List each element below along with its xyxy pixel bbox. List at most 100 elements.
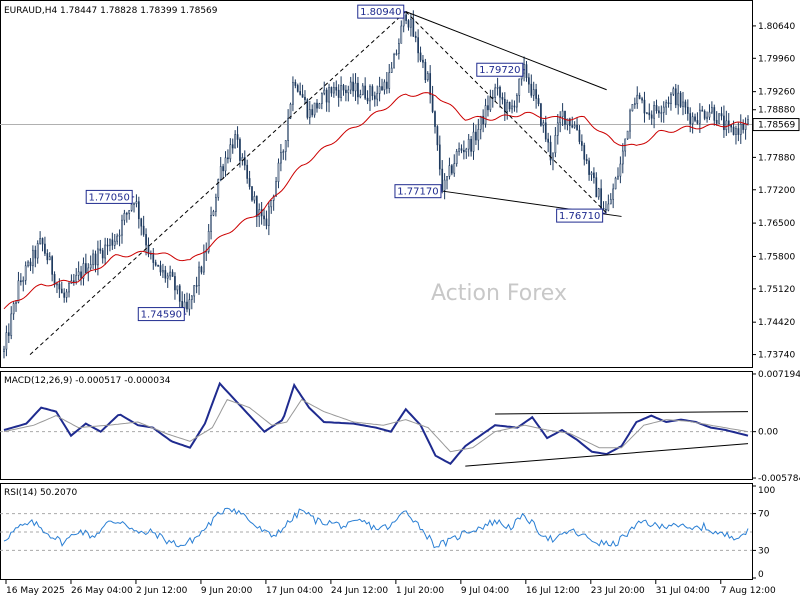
candle-body xyxy=(571,125,574,128)
candle-body xyxy=(674,88,677,106)
candle-body xyxy=(58,283,61,290)
candle-body xyxy=(34,249,37,259)
candle-body xyxy=(708,111,711,118)
candle-body xyxy=(248,178,251,187)
candle-body xyxy=(470,138,472,152)
candle-body xyxy=(653,105,655,119)
candle-body xyxy=(552,152,554,161)
price-candles xyxy=(3,10,749,359)
x-tick-label: 2 Jun 12:00 xyxy=(136,586,188,596)
candle-body xyxy=(200,266,203,273)
candle-body xyxy=(32,249,34,267)
candle-body xyxy=(359,94,362,98)
candle-body xyxy=(713,107,716,121)
candle-body xyxy=(426,73,429,81)
rsi-panel-frame xyxy=(0,483,753,580)
candle-body xyxy=(106,244,109,247)
candle-body xyxy=(463,150,465,153)
candle-body xyxy=(7,332,10,336)
time-x-axis: 16 May 2025 26 May 04:00 2 Jun 12:00 9 Jun … xyxy=(5,580,776,596)
x-tick-label: 17 Jun 04:00 xyxy=(266,586,323,596)
candle-body xyxy=(513,105,516,108)
candle-body xyxy=(711,107,713,113)
candle-body xyxy=(176,285,179,291)
price-panel-frame xyxy=(0,0,753,368)
candle-body xyxy=(568,118,571,126)
candle-body xyxy=(431,94,434,112)
candle-body xyxy=(371,86,374,97)
candle-body xyxy=(564,110,566,125)
macd-line xyxy=(3,381,749,465)
rsi-grid xyxy=(0,513,752,551)
candle-body xyxy=(388,72,391,89)
candle-body xyxy=(345,89,347,94)
candle-body xyxy=(174,276,176,291)
macd-signal-line xyxy=(3,398,749,453)
candle-body xyxy=(600,188,602,209)
watermark: Action Forex xyxy=(431,281,567,306)
candle-body xyxy=(725,120,728,131)
candle-body xyxy=(80,271,82,279)
candle-body xyxy=(373,95,376,100)
macd-y-tick-label: 0.007194 xyxy=(758,370,800,380)
x-tick-label: 1 Jul 20:00 xyxy=(396,586,445,596)
macd-y-tick-label: -0.005784 xyxy=(758,474,800,484)
candle-body xyxy=(496,86,499,89)
candle-body xyxy=(337,89,340,98)
candle-body xyxy=(578,129,581,142)
candle-body xyxy=(540,103,542,126)
candle-body xyxy=(130,204,133,211)
x-tick-label: 26 May 04:00 xyxy=(71,586,133,596)
candle-body xyxy=(210,214,212,232)
candle-body xyxy=(366,97,369,102)
price-y-tick-label: 1.75800 xyxy=(758,252,795,262)
candle-body xyxy=(422,59,424,63)
candle-body xyxy=(443,179,446,191)
candle-body xyxy=(44,243,46,254)
candle-body xyxy=(605,208,607,211)
candle-body xyxy=(308,109,311,118)
rsi-y-tick-label: 0 xyxy=(758,570,764,580)
macd-header: MACD(12,26,9) -0.000517 -0.000034 xyxy=(4,376,171,386)
candle-body xyxy=(667,102,670,105)
candle-body xyxy=(347,89,350,94)
candle-body xyxy=(357,82,359,98)
annotation-box xyxy=(85,189,133,204)
candle-body xyxy=(549,141,552,161)
annotation-label: 1.74590 xyxy=(141,310,182,321)
candle-body xyxy=(282,151,285,153)
candle-body xyxy=(51,256,54,275)
candle-body xyxy=(566,118,569,125)
candle-body xyxy=(730,124,732,128)
candle-body xyxy=(166,275,169,279)
candle-body xyxy=(390,67,393,73)
candle-body xyxy=(328,87,330,103)
macd-trendline xyxy=(495,411,749,415)
candle-body xyxy=(561,110,564,117)
candle-body xyxy=(547,138,550,143)
candle-body xyxy=(301,94,304,98)
candle-body xyxy=(576,124,578,131)
candle-body xyxy=(706,116,708,119)
candle-body xyxy=(544,122,547,140)
candle-body xyxy=(537,98,540,105)
x-tick-label: 16 Jul 12:00 xyxy=(526,586,580,596)
macd-y-axis: 0.007194 0.00 -0.005784 xyxy=(752,370,800,484)
current-price-box xyxy=(752,118,800,132)
candle-body xyxy=(113,240,116,246)
rsi-line xyxy=(3,507,749,549)
candle-body xyxy=(607,203,610,211)
current-price-label: 1.78569 xyxy=(758,121,795,131)
candle-body xyxy=(614,177,617,190)
candle-body xyxy=(333,86,335,94)
candle-body xyxy=(383,81,386,91)
candle-body xyxy=(650,114,653,119)
price-y-tick-label: 1.80640 xyxy=(758,22,795,32)
macd-panel: 0.007194 0.00 -0.005784 MACD(12,26,9) -0.0… xyxy=(0,370,800,484)
candle-body xyxy=(260,209,263,217)
candle-body xyxy=(593,172,595,178)
candle-body xyxy=(188,299,191,310)
candle-body xyxy=(689,113,692,125)
candle-body xyxy=(414,35,417,38)
candle-body xyxy=(313,102,316,116)
